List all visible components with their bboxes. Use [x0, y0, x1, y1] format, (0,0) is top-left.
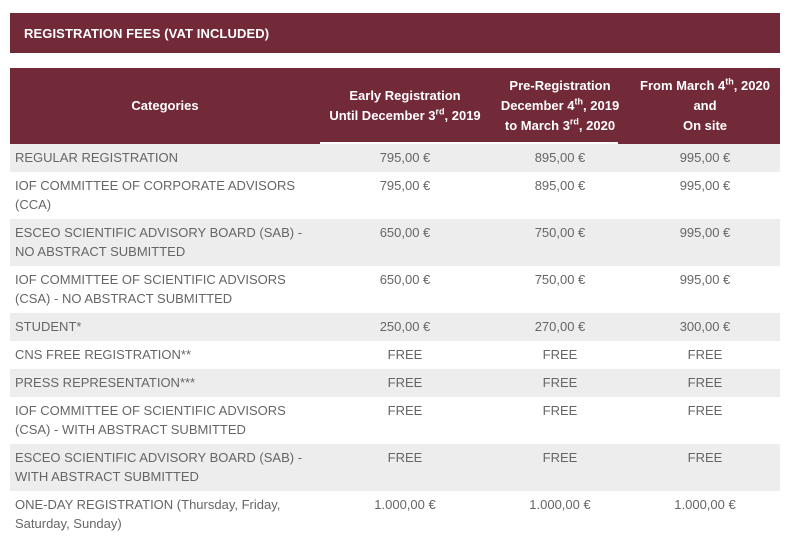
row-early-fee: 795,00 € — [320, 172, 490, 219]
row-category: PRESS REPRESENTATION*** — [10, 369, 320, 397]
table-row: IOF COMMITTEE OF CORPORATE ADVISORS (CCA… — [10, 172, 780, 219]
section-title: REGISTRATION FEES (VAT INCLUDED) — [10, 13, 780, 53]
table-row: IOF COMMITTEE OF SCIENTIFIC ADVISORS (CS… — [10, 266, 780, 313]
table-row: STUDENT* 250,00 € 270,00 € 300,00 € — [10, 313, 780, 341]
row-onsite-fee: 1.000,00 € — [630, 491, 780, 538]
row-early-fee: FREE — [320, 341, 490, 369]
row-category: ONE-DAY REGISTRATION (Thursday, Friday, … — [10, 491, 320, 538]
header-underline — [320, 142, 490, 144]
header-onsite-line2: and — [693, 98, 717, 113]
header-pre-line3: to March 3rd, 2020 — [504, 116, 616, 133]
row-category: STUDENT* — [10, 313, 320, 341]
row-category: IOF COMMITTEE OF SCIENTIFIC ADVISORS (CS… — [10, 397, 320, 444]
row-onsite-fee: 300,00 € — [630, 313, 780, 341]
row-pre-fee: FREE — [490, 397, 630, 444]
header-onsite-registration: From March 4th, 2020 and On site — [630, 68, 780, 144]
header-early-line1: Early Registration — [349, 88, 461, 103]
row-early-fee: 250,00 € — [320, 313, 490, 341]
table-row: REGULAR REGISTRATION 795,00 € 895,00 € 9… — [10, 144, 780, 172]
table-header-row: Categories Early Registration Until Dece… — [10, 68, 780, 144]
row-early-fee: FREE — [320, 397, 490, 444]
row-onsite-fee: FREE — [630, 341, 780, 369]
row-pre-fee: 1.000,00 € — [490, 491, 630, 538]
row-onsite-fee: 995,00 € — [630, 266, 780, 313]
row-onsite-fee: FREE — [630, 444, 780, 491]
row-category: IOF COMMITTEE OF CORPORATE ADVISORS (CCA… — [10, 172, 320, 219]
row-pre-fee: FREE — [490, 444, 630, 491]
table-row: IOF COMMITTEE OF SCIENTIFIC ADVISORS (CS… — [10, 397, 780, 444]
row-onsite-fee: 995,00 € — [630, 144, 780, 172]
header-onsite-line3: On site — [682, 118, 728, 133]
header-pre-line1: Pre-Registration — [509, 78, 611, 93]
row-pre-fee: 895,00 € — [490, 172, 630, 219]
header-pre-line2: December 4th, 2019 — [500, 96, 620, 113]
row-early-fee: 795,00 € — [320, 144, 490, 172]
table-row: CNS FREE REGISTRATION** FREE FREE FREE — [10, 341, 780, 369]
row-pre-fee: 270,00 € — [490, 313, 630, 341]
table-row: PRESS REPRESENTATION*** FREE FREE FREE — [10, 369, 780, 397]
row-early-fee: FREE — [320, 369, 490, 397]
table-row: ESCEO SCIENTIFIC ADVISORY BOARD (SAB) - … — [10, 219, 780, 266]
row-category: CNS FREE REGISTRATION** — [10, 341, 320, 369]
row-pre-fee: 895,00 € — [490, 144, 630, 172]
row-category: ESCEO SCIENTIFIC ADVISORY BOARD (SAB) - … — [10, 219, 320, 266]
table-row: ESCEO SCIENTIFIC ADVISORY BOARD (SAB) - … — [10, 444, 780, 491]
registration-fees-table: Categories Early Registration Until Dece… — [10, 68, 780, 538]
row-category: REGULAR REGISTRATION — [10, 144, 320, 172]
row-pre-fee: FREE — [490, 341, 630, 369]
row-onsite-fee: 995,00 € — [630, 219, 780, 266]
row-early-fee: FREE — [320, 444, 490, 491]
row-onsite-fee: 995,00 € — [630, 172, 780, 219]
header-onsite-line1: From March 4th, 2020 — [640, 76, 770, 93]
table-row: ONE-DAY REGISTRATION (Thursday, Friday, … — [10, 491, 780, 538]
row-category: ESCEO SCIENTIFIC ADVISORY BOARD (SAB) - … — [10, 444, 320, 491]
header-early-line2: Until December 3rd, 2019 — [329, 106, 481, 123]
header-pre-registration: Pre-Registration December 4th, 2019 to M… — [490, 68, 630, 144]
row-category: IOF COMMITTEE OF SCIENTIFIC ADVISORS (CS… — [10, 266, 320, 313]
row-pre-fee: 750,00 € — [490, 266, 630, 313]
row-pre-fee: FREE — [490, 369, 630, 397]
header-early-registration: Early Registration Until December 3rd, 2… — [320, 68, 490, 144]
header-categories: Categories — [10, 68, 320, 144]
row-early-fee: 650,00 € — [320, 266, 490, 313]
row-early-fee: 1.000,00 € — [320, 491, 490, 538]
header-underline — [490, 142, 618, 144]
row-early-fee: 650,00 € — [320, 219, 490, 266]
row-onsite-fee: FREE — [630, 397, 780, 444]
row-pre-fee: 750,00 € — [490, 219, 630, 266]
row-onsite-fee: FREE — [630, 369, 780, 397]
